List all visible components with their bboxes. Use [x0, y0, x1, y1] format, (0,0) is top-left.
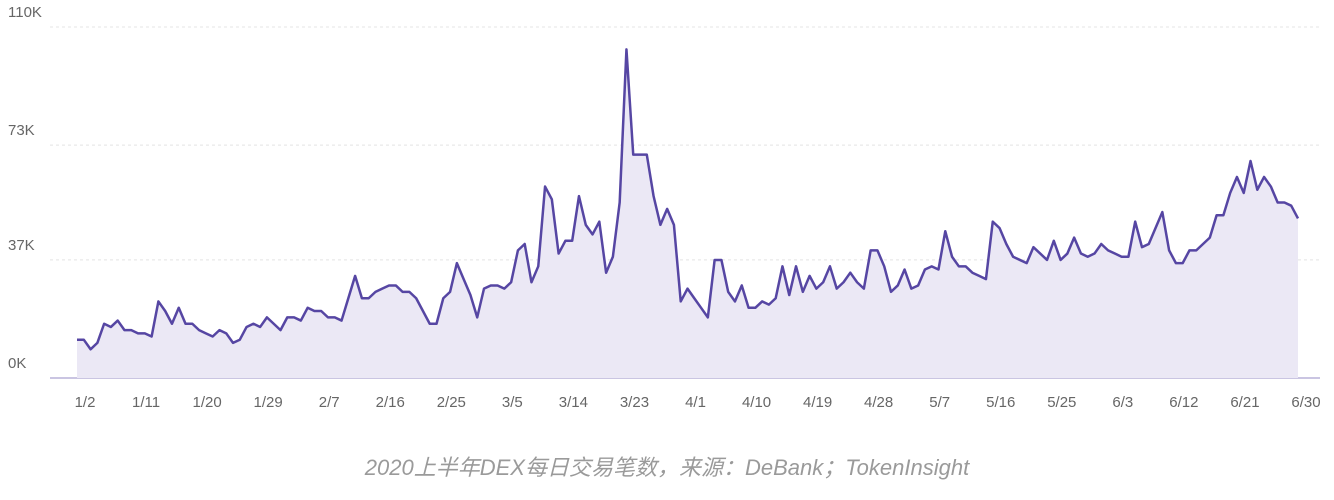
x-tick-label: 6/12: [1169, 394, 1198, 411]
x-tick-label: 3/14: [559, 394, 588, 411]
y-tick-label: 37K: [8, 237, 35, 254]
x-tick-label: 6/21: [1230, 394, 1259, 411]
x-tick-label: 6/3: [1112, 394, 1133, 411]
data-line: [77, 48, 1300, 351]
chart-caption: 2020上半年DEX每日交易笔数，来源：DeBank；TokenInsight: [364, 455, 970, 480]
x-tick-label: 1/20: [192, 394, 221, 411]
x-tick-label: 4/10: [742, 394, 771, 411]
area-fill: [77, 49, 1298, 379]
x-tick-label: 3/23: [620, 394, 649, 411]
x-tick-label: 5/7: [929, 394, 950, 411]
x-tick-label: 3/5: [502, 394, 523, 411]
y-tick-label: 110K: [8, 4, 42, 21]
x-tick-label: 2/16: [376, 394, 405, 411]
x-tick-label: 2/25: [437, 394, 466, 411]
y-tick-label: 73K: [8, 122, 35, 139]
x-tick-label: 1/29: [254, 394, 283, 411]
x-tick-label: 2/7: [319, 394, 340, 411]
x-tick-label: 6/30: [1291, 394, 1320, 411]
y-tick-label: 0K: [8, 355, 26, 372]
x-tick-label: 1/2: [75, 394, 96, 411]
x-tick-label: 4/1: [685, 394, 706, 411]
x-tick-label: 1/11: [132, 394, 160, 411]
x-tick-label: 4/19: [803, 394, 832, 411]
x-tick-label: 4/28: [864, 394, 893, 411]
x-tick-label: 5/16: [986, 394, 1015, 411]
x-tick-label: 5/25: [1047, 394, 1076, 411]
